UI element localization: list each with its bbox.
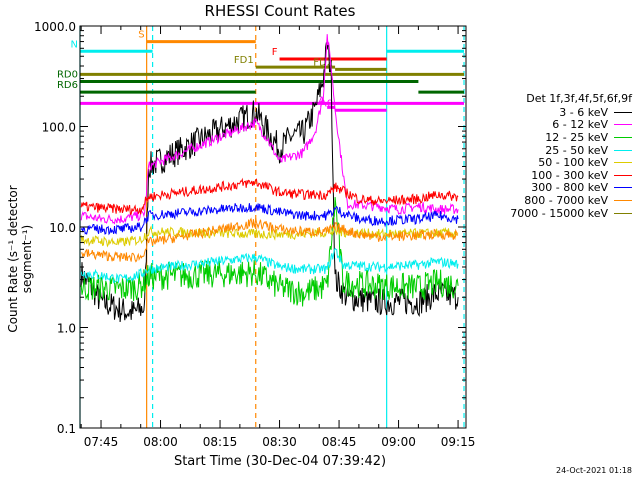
x-tick-label-0: 07:45	[84, 435, 119, 449]
flag-label-7: RD0	[57, 70, 78, 81]
legend-item: 800 - 7000 keV	[478, 194, 636, 207]
flag-label-13: A0	[320, 98, 333, 109]
legend-item: 300 - 800 keV	[478, 181, 636, 195]
legend-item: 25 - 50 keV	[478, 144, 636, 157]
flag-label-9: RD6	[57, 80, 78, 91]
legend-swatch	[614, 162, 632, 164]
legend-swatch	[614, 136, 632, 138]
series-line-0	[80, 42, 459, 323]
legend-swatch	[614, 111, 632, 113]
legend-label: 300 - 800 keV	[531, 181, 608, 195]
legend-item: 50 - 100 keV	[478, 156, 636, 169]
legend-item: 12 - 25 keV	[478, 131, 636, 144]
legend-label: 6 - 12 keV	[552, 118, 608, 132]
flag-label-4: FD1	[234, 55, 254, 66]
legend-label: 7000 - 15000 keV	[510, 206, 608, 220]
date-stamp: 24-Oct-2021 01:18	[556, 466, 632, 475]
y-axis-label: Count Rate (s⁻¹ detector segment⁻¹)	[6, 185, 34, 333]
flag-label-1: N	[71, 39, 78, 50]
x-tick-label-4: 08:45	[322, 435, 357, 449]
legend-item: 3 - 6 keV	[478, 106, 636, 119]
y-tick-label-4: 1000.0	[34, 20, 76, 34]
legend-swatch	[614, 187, 632, 189]
chart-title: RHESSI Count Rates	[204, 2, 356, 20]
series-line-6	[80, 203, 459, 236]
x-tick-label-3: 08:30	[262, 435, 297, 449]
legend-swatch	[614, 149, 632, 151]
legend-swatch	[614, 199, 632, 201]
y-tick-label-0: 0.1	[57, 422, 76, 436]
legend: Det 1f,3f,4f,5f,6f,9f 3 - 6 keV 6 - 12 ke…	[478, 92, 636, 220]
legend-label: 25 - 50 keV	[545, 143, 608, 157]
legend-label: 12 - 25 keV	[545, 130, 608, 144]
legend-label: 3 - 6 keV	[559, 105, 608, 119]
flag-label-0: S	[138, 30, 144, 41]
series-line-7	[81, 217, 459, 263]
legend-swatch	[614, 124, 632, 126]
legend-label: 50 - 100 keV	[538, 156, 608, 170]
y-tick-label-3: 100.0	[42, 121, 76, 135]
series-line-3	[80, 247, 459, 284]
legend-label: 100 - 300 keV	[531, 168, 608, 182]
legend-header: Det 1f,3f,4f,5f,6f,9f	[526, 92, 632, 105]
legend-swatch	[614, 212, 632, 214]
x-tick-label-6: 09:15	[441, 435, 476, 449]
legend-label: 800 - 7000 keV	[524, 193, 608, 207]
series-line-1	[80, 34, 459, 225]
series-line-5	[80, 177, 459, 215]
y-tick-label-1: 1.0	[57, 322, 76, 336]
legend-swatch	[614, 174, 632, 176]
y-tick-label-2: 10.0	[49, 221, 76, 235]
series-line-4	[80, 225, 459, 248]
x-tick-label-5: 09:00	[381, 435, 416, 449]
legend-item: 6 - 12 keV	[478, 118, 636, 132]
legend-item: 7000 - 15000 keV	[478, 207, 636, 220]
flag-label-5: FD2	[313, 57, 333, 68]
legend-item: 100 - 300 keV	[478, 169, 636, 182]
series-line-2	[80, 197, 459, 307]
x-tick-label-1: 08:00	[143, 435, 178, 449]
x-axis-label: Start Time (30-Dec-04 07:39:42)	[173, 454, 387, 469]
x-tick-label-2: 08:15	[203, 435, 238, 449]
flag-label-3: F	[272, 47, 278, 58]
